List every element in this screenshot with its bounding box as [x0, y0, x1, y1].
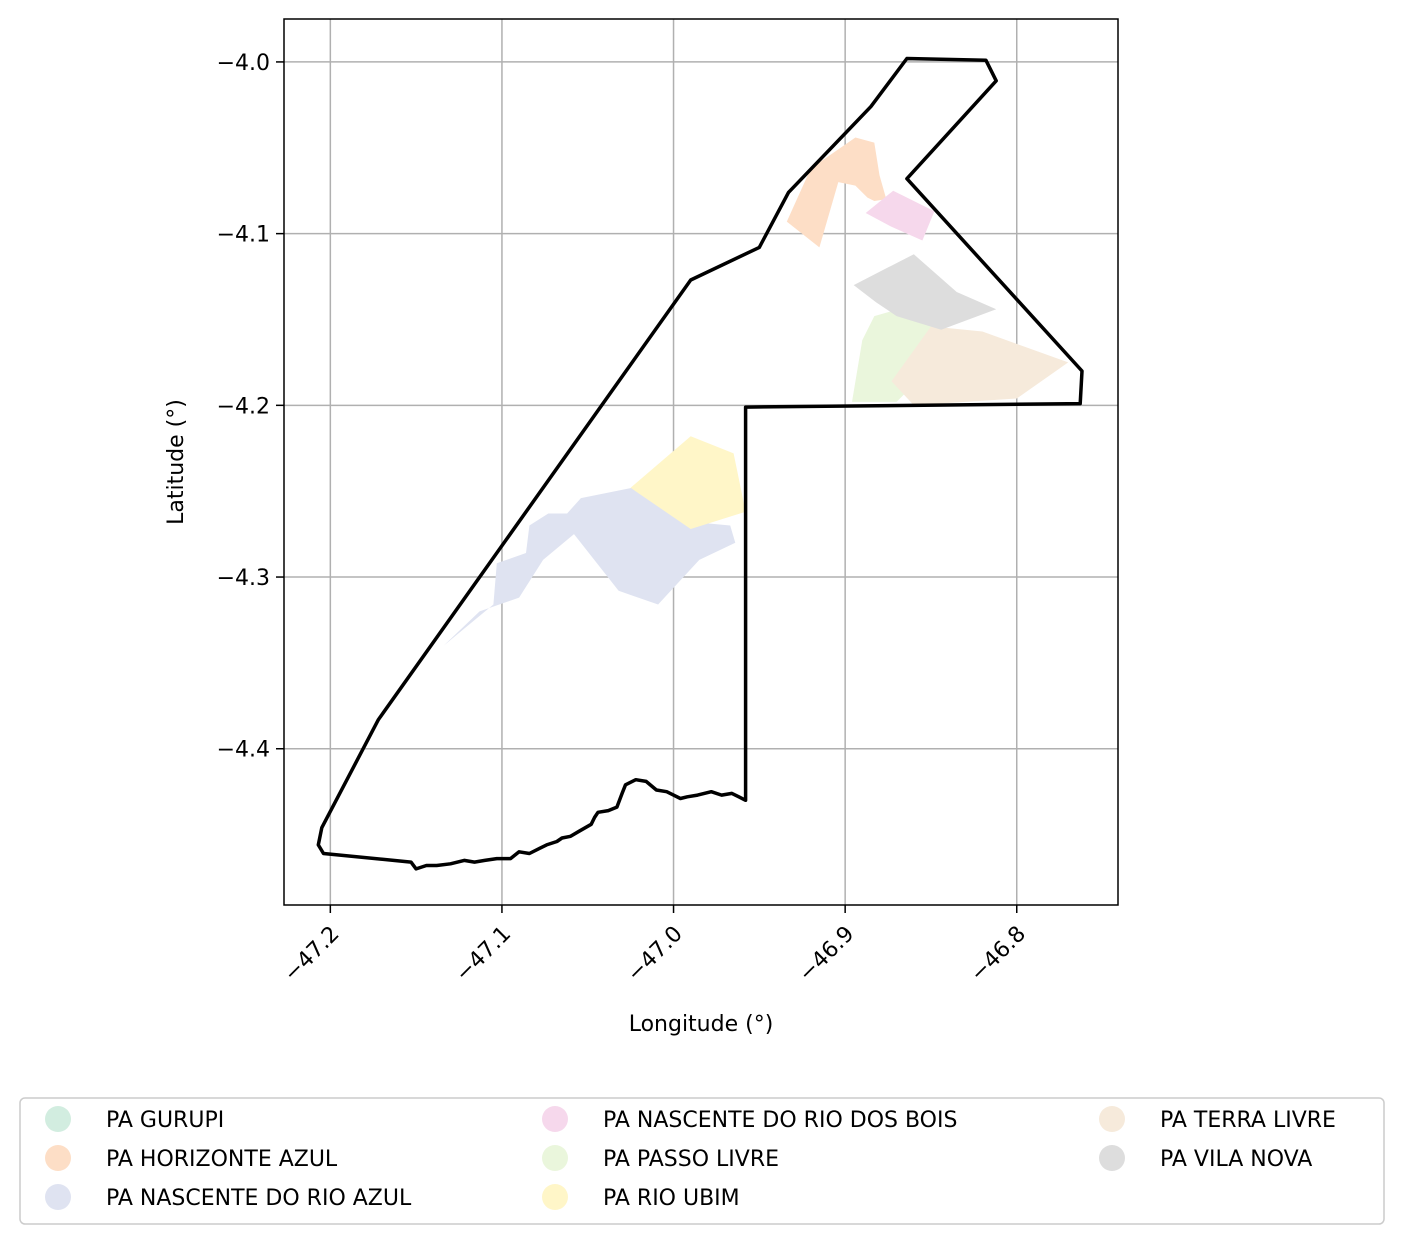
y-tick-label: −4.4	[217, 738, 270, 763]
legend-marker	[45, 1106, 71, 1132]
x-axis-ticks: −47.2 −47.1 −47.0 −46.9 −46.8	[279, 905, 1031, 987]
settlement-regions	[443, 137, 1069, 646]
legend-marker	[1099, 1106, 1125, 1132]
x-tick-label: −46.9	[794, 922, 859, 987]
x-tick-label: −47.1	[451, 922, 516, 987]
region-pa-terra-livre	[891, 326, 1069, 406]
legend-label: PA PASSO LIVRE	[603, 1147, 779, 1172]
legend-marker	[1099, 1145, 1125, 1171]
legend-marker	[542, 1184, 568, 1210]
x-axis-label: Longitude (°)	[629, 1012, 774, 1037]
legend-marker	[542, 1106, 568, 1132]
y-tick-label: −4.2	[217, 394, 270, 419]
legend-label: PA NASCENTE DO RIO DOS BOIS	[603, 1108, 957, 1133]
legend-label: PA TERRA LIVRE	[1160, 1108, 1336, 1133]
legend-label: PA GURUPI	[106, 1108, 224, 1133]
region-pa-vila-nova	[853, 254, 997, 330]
legend-label: PA RIO UBIM	[603, 1186, 740, 1211]
y-axis-label: Latitude (°)	[164, 399, 189, 525]
legend: PA GURUPI PA HORIZONTE AZUL PA NASCENTE DO…	[45, 1106, 1336, 1211]
legend-label: PA NASCENTE DO RIO AZUL	[106, 1186, 412, 1211]
region-pa-horizonte-azul	[786, 137, 887, 248]
region-pa-rio-ubim	[630, 436, 746, 529]
region-pa-nascente-do-rio-azul	[443, 487, 736, 646]
y-axis-ticks: −4.0 −4.1 −4.2 −4.3 −4.4	[217, 51, 284, 763]
x-tick-label: −46.8	[966, 922, 1031, 987]
plot-frame	[283, 18, 1119, 906]
y-tick-label: −4.1	[217, 223, 270, 248]
legend-marker	[542, 1145, 568, 1171]
legend-label: PA HORIZONTE AZUL	[106, 1147, 338, 1172]
y-tick-label: −4.0	[217, 51, 270, 76]
x-tick-label: −47.2	[279, 922, 344, 987]
legend-box	[19, 1097, 1385, 1225]
municipality-boundary	[316, 56, 1084, 871]
legend-marker	[45, 1184, 71, 1210]
x-tick-label: −47.0	[622, 922, 687, 987]
y-tick-label: −4.3	[217, 566, 270, 591]
legend-marker	[45, 1145, 71, 1171]
region-pa-nascente-do-rio-dos-bois	[865, 190, 935, 241]
legend-label: PA VILA NOVA	[1160, 1147, 1312, 1172]
boundary-outline	[316, 56, 1084, 871]
